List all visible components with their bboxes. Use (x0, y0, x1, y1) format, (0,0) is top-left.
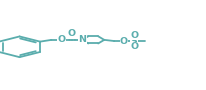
Text: S: S (131, 37, 137, 46)
Text: O: O (131, 31, 139, 40)
Text: O: O (131, 42, 139, 51)
Text: O: O (67, 29, 75, 38)
Text: O: O (120, 37, 128, 46)
Text: O: O (57, 35, 66, 44)
Text: N: N (78, 35, 86, 44)
